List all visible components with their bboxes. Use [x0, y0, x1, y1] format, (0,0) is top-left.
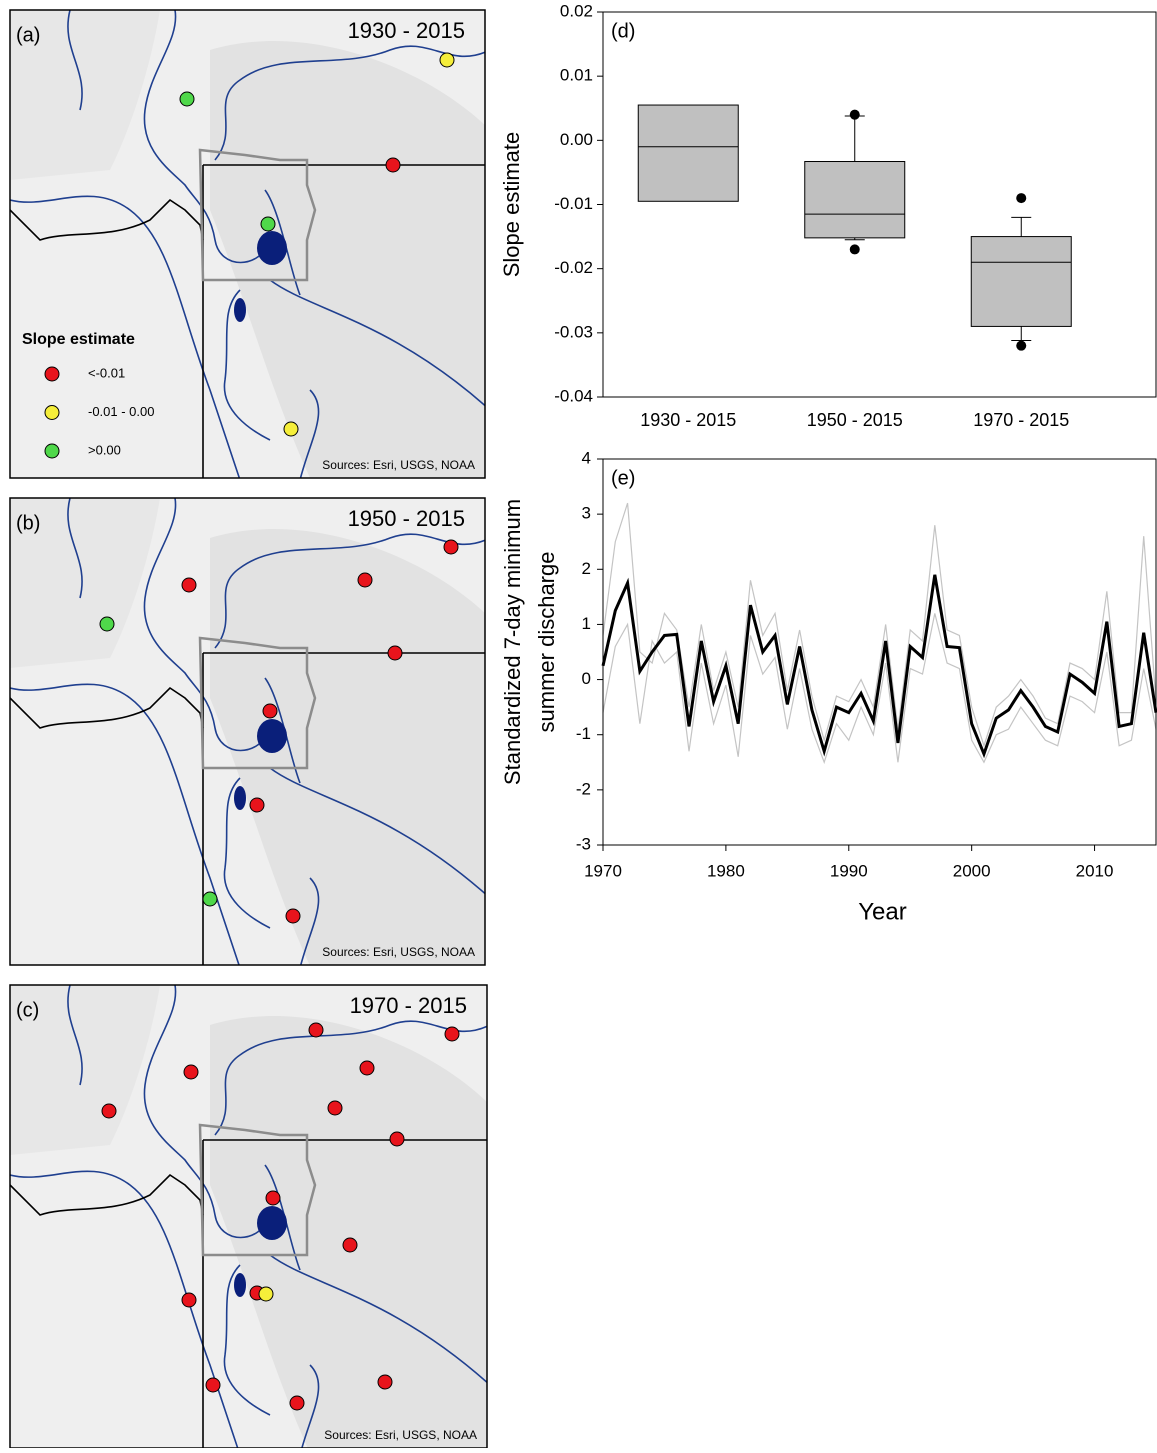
station [343, 1238, 357, 1252]
x-tick-label: 1970 - 2015 [973, 410, 1069, 430]
x-tick-label: 2000 [953, 861, 991, 880]
y-tick-label: 1 [582, 614, 591, 633]
panel-label: (c) [16, 999, 39, 1021]
y-tick-label: 3 [582, 504, 591, 523]
station [290, 1396, 304, 1410]
outlier [850, 244, 860, 254]
map-body [10, 498, 490, 968]
station [390, 1132, 404, 1146]
outlier [850, 110, 860, 120]
station [184, 1065, 198, 1079]
station [440, 53, 454, 67]
y-tick-label: -0.04 [554, 386, 593, 405]
plot-frame [603, 459, 1156, 845]
station [444, 540, 458, 554]
sources: Sources: Esri, USGS, NOAA [322, 458, 475, 472]
y-tick-label: 2 [582, 559, 591, 578]
x-axis-label: Year [858, 898, 907, 925]
lake [234, 786, 246, 810]
panel-label: (b) [16, 512, 40, 534]
legend-marker [45, 444, 59, 458]
station [358, 573, 372, 587]
panel-label: (e) [611, 467, 635, 489]
legend-label: -0.01 - 0.00 [88, 404, 155, 419]
legend-label: >0.00 [88, 442, 121, 457]
y-tick-label: -1 [576, 724, 591, 743]
panel-label: (a) [16, 24, 40, 46]
station [203, 892, 217, 906]
lake [234, 298, 246, 322]
station [261, 217, 275, 231]
y-tick-label: -0.01 [554, 194, 593, 213]
y-tick-label: -2 [576, 779, 591, 798]
station [182, 1293, 196, 1307]
y-tick-label: 0.02 [560, 1, 593, 20]
x-tick-label: 1980 [707, 861, 745, 880]
station [250, 798, 264, 812]
station [266, 1191, 280, 1205]
map-panel: (a) 1930 - 2015 Sources: Esri, USGS, NOAA S… [10, 10, 490, 480]
y-tick-label: 4 [582, 448, 591, 467]
station [182, 578, 196, 592]
y-tick-label: -0.02 [554, 258, 593, 277]
y-axis-label: summer discharge [534, 552, 559, 733]
lake [257, 1206, 287, 1240]
station [378, 1375, 392, 1389]
map-panel: (c) 1970 - 2015 Sources: Esri, USGS, NOAA [10, 985, 490, 1448]
station [309, 1023, 323, 1037]
station [259, 1287, 273, 1301]
station [263, 704, 277, 718]
lake [257, 719, 287, 753]
station [445, 1027, 459, 1041]
x-tick-label: 1930 - 2015 [640, 410, 736, 430]
lake [257, 231, 287, 265]
station [386, 158, 400, 172]
y-tick-label: 0.00 [560, 130, 593, 149]
outlier [1016, 341, 1026, 351]
station [328, 1101, 342, 1115]
x-tick-label: 1970 [584, 861, 622, 880]
sources: Sources: Esri, USGS, NOAA [322, 945, 475, 959]
map-panel: (b) 1950 - 2015 Sources: Esri, USGS, NOAA [10, 498, 490, 968]
legend-marker [45, 367, 59, 381]
station [360, 1061, 374, 1075]
y-axis-label: Standardized 7-day minimum [500, 499, 525, 785]
box [805, 162, 905, 238]
box [638, 105, 738, 201]
station [286, 909, 300, 923]
y-tick-label: -0.03 [554, 322, 593, 341]
page: (a) 1930 - 2015 Sources: Esri, USGS, NOAA S… [0, 0, 1157, 1453]
y-tick-label: 0.01 [560, 66, 593, 85]
outlier [1016, 193, 1026, 203]
map-body [10, 10, 490, 480]
sources: Sources: Esri, USGS, NOAA [324, 1428, 477, 1442]
period-label: 1930 - 2015 [348, 18, 465, 43]
station [206, 1378, 220, 1392]
lake [234, 1273, 246, 1297]
station [180, 92, 194, 106]
x-tick-label: 2010 [1076, 861, 1114, 880]
legend-marker [45, 406, 59, 420]
y-axis-label: Slope estimate [499, 132, 524, 278]
y-tick-label: -3 [576, 834, 591, 853]
period-label: 1950 - 2015 [348, 506, 465, 531]
period-label: 1970 - 2015 [350, 993, 467, 1018]
y-tick-label: 0 [582, 669, 591, 688]
legend-label: <-0.01 [88, 365, 125, 380]
map-body [10, 985, 490, 1448]
figure: (a) 1930 - 2015 Sources: Esri, USGS, NOAA S… [0, 0, 1157, 1448]
panel-label: (d) [611, 20, 635, 42]
station [102, 1104, 116, 1118]
station [100, 617, 114, 631]
station [284, 422, 298, 436]
station [388, 646, 402, 660]
legend-title: Slope estimate [22, 331, 135, 348]
box [971, 237, 1071, 327]
x-tick-label: 1990 [830, 861, 868, 880]
x-tick-label: 1950 - 2015 [807, 410, 903, 430]
